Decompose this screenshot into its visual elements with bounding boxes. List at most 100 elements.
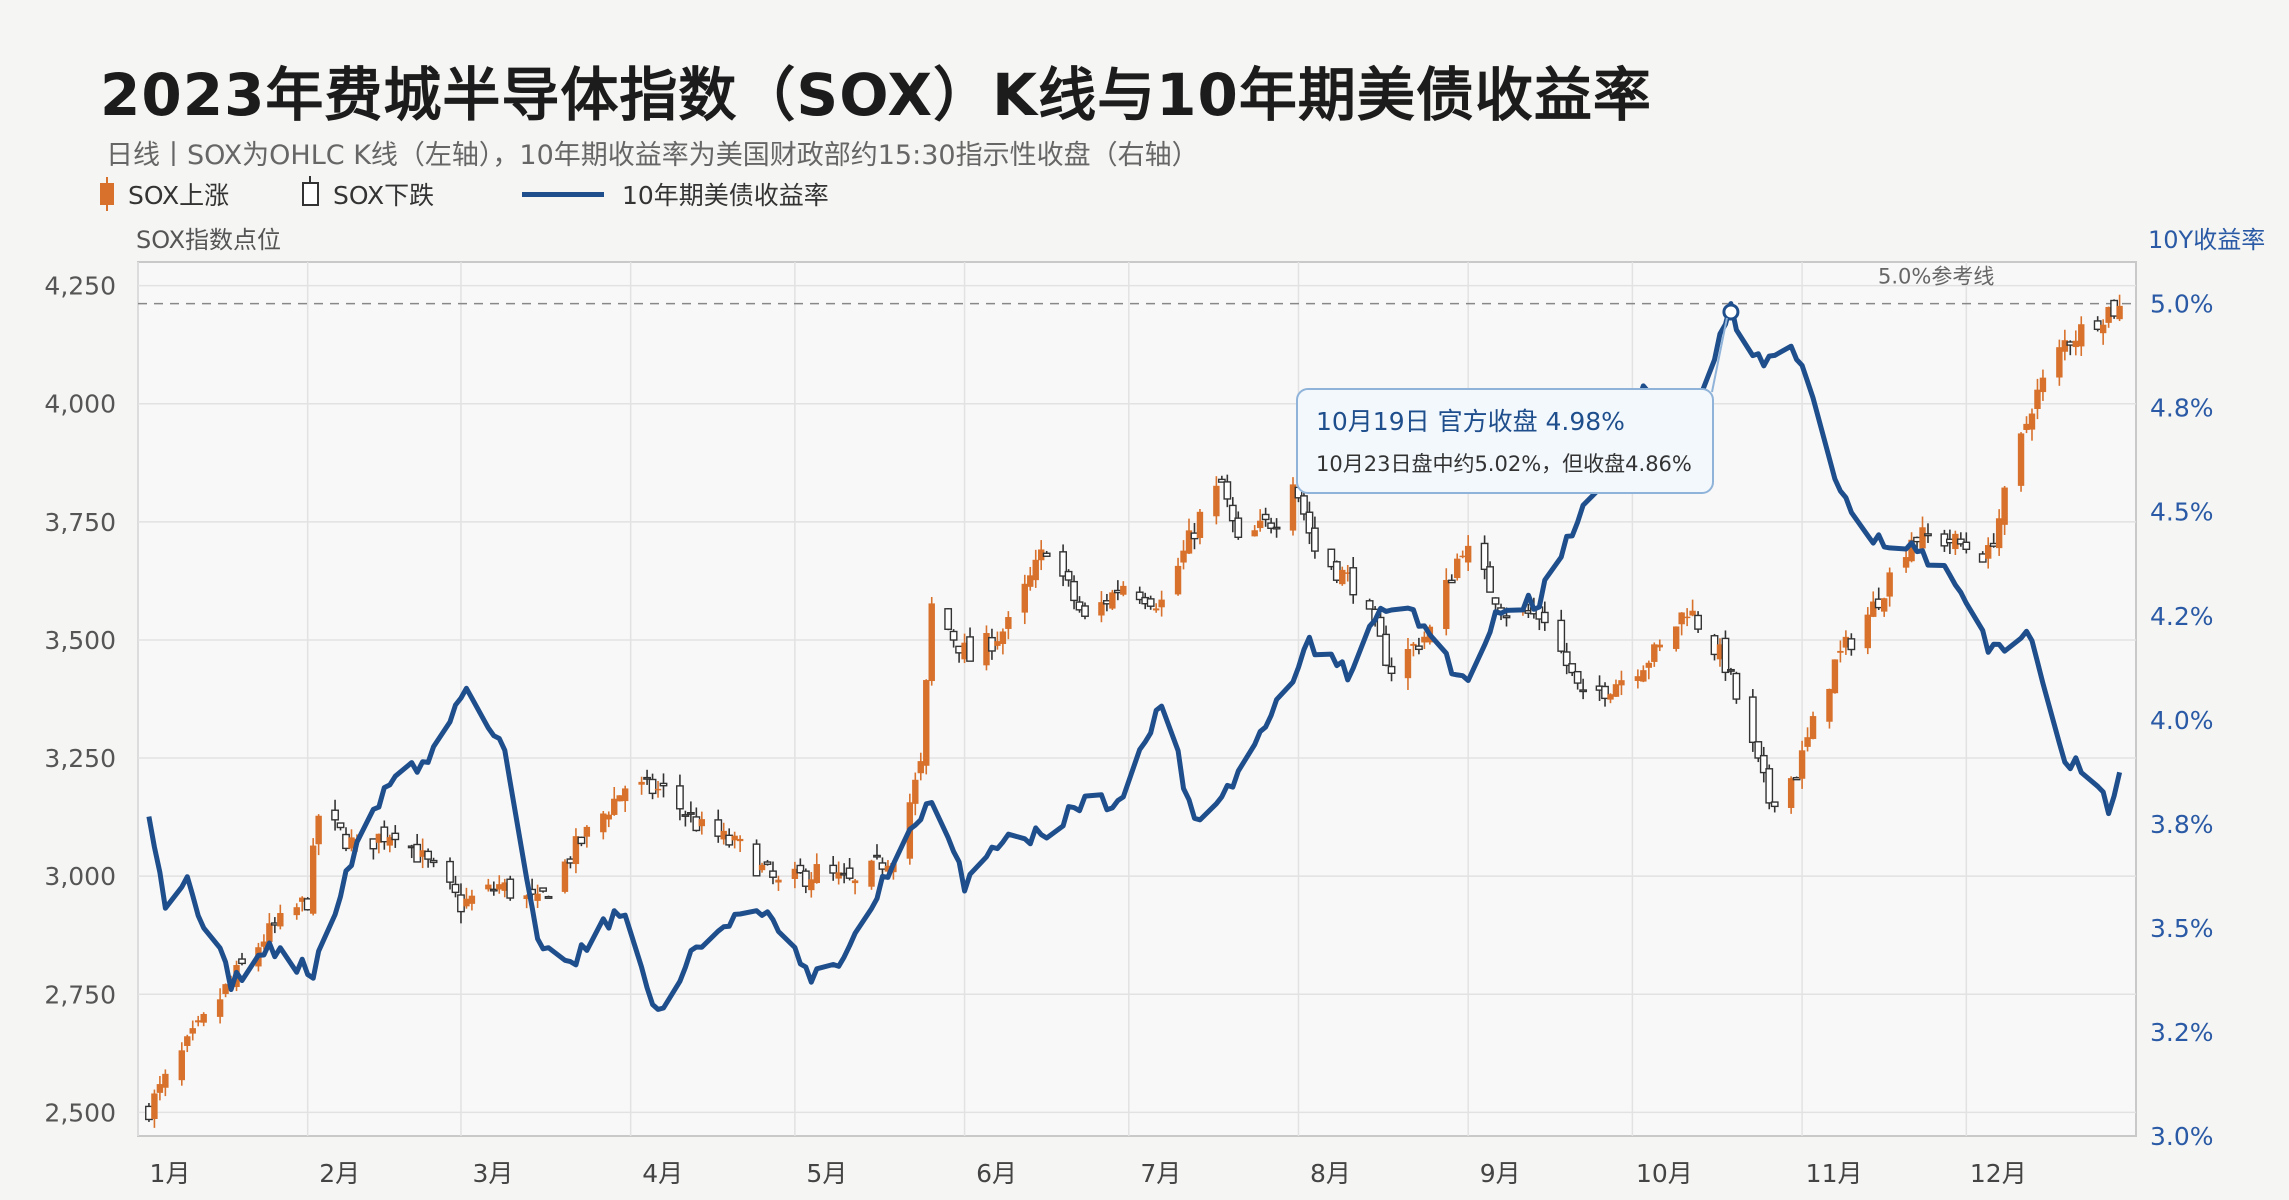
candle-down [1562, 642, 1571, 675]
candle-down [1956, 532, 1965, 547]
candle-body [1421, 636, 1428, 643]
candle-down [1234, 511, 1243, 540]
candle-body [796, 864, 805, 874]
candle-up [961, 633, 968, 664]
x-tick-label: 10月 [1636, 1159, 1693, 1188]
candle-body [1135, 591, 1144, 601]
candle-up [1251, 525, 1258, 537]
plot-area [137, 261, 2137, 1137]
candle-body [544, 895, 553, 899]
candle-down [1135, 586, 1144, 604]
candle-down [1042, 550, 1051, 557]
candle-up [2061, 329, 2069, 361]
candle-up [1174, 557, 1182, 596]
candle-body [1579, 689, 1588, 693]
candle-up [1716, 638, 1724, 667]
candle-up [156, 1075, 164, 1101]
left-tick-label: 2,750 [44, 980, 116, 1009]
candle-down [681, 810, 690, 827]
candle-up [698, 811, 706, 835]
candle-body [1678, 612, 1685, 625]
candle-up [1404, 638, 1412, 690]
candle-up [791, 861, 799, 889]
candle-body [413, 843, 422, 863]
candle-down [145, 1102, 153, 1122]
candle-body [1464, 545, 1472, 563]
candle-down [714, 809, 723, 843]
candle-up [1459, 550, 1466, 559]
candle-down [544, 895, 553, 899]
candle-up [189, 1020, 196, 1041]
candle-down [643, 769, 651, 785]
candle-body [216, 999, 224, 1017]
candle-body [1945, 538, 1954, 544]
candle-body [1656, 644, 1663, 648]
candle-down [1748, 689, 1757, 752]
x-tick-label: 6月 [976, 1159, 1017, 1188]
candle-down [763, 859, 772, 866]
legend: SOX上涨 SOX下跌 10年期美债收益率 [96, 176, 996, 216]
legend-item-yield: 10年期美债收益率 [522, 176, 829, 212]
candle-up [638, 776, 645, 795]
candle-up [1098, 591, 1105, 623]
candle-body [1612, 684, 1620, 697]
candle-down [1305, 501, 1314, 545]
candle-body [1305, 511, 1314, 534]
candle-body [299, 897, 306, 902]
candle-up [1344, 565, 1351, 582]
candle-body [720, 830, 727, 840]
candle-body [638, 781, 645, 785]
candle-body [1607, 694, 1614, 700]
candle-body [1502, 615, 1511, 619]
candle-body [1042, 552, 1051, 557]
candle-body [1070, 580, 1078, 602]
candle-down [1727, 667, 1735, 675]
candle-body [2066, 341, 2075, 346]
candle-body [1146, 598, 1155, 607]
candle-body [1234, 517, 1243, 538]
candle-body [1158, 599, 1165, 608]
candle-down [1070, 575, 1078, 610]
chart-subtitle: 日线丨SOX为OHLC K线（左轴），10年期收益率为美国财政部约15:30指示… [106, 140, 1199, 171]
candle-body [1651, 644, 1658, 662]
candle-body [309, 845, 317, 914]
candle-up [1831, 659, 1839, 694]
candle-body [2056, 347, 2063, 378]
candle-body [195, 1020, 202, 1023]
left-tick-label: 2,500 [44, 1098, 116, 1127]
candle-down [303, 897, 312, 911]
candle-up [923, 679, 930, 775]
candle-body [566, 858, 575, 864]
candle-body [270, 922, 279, 926]
candle-up [293, 903, 300, 920]
candle-down [966, 627, 974, 662]
candle-down [1962, 532, 1971, 554]
candle-body [1847, 638, 1856, 651]
candle-up [928, 596, 935, 686]
candle-body [1344, 572, 1351, 574]
candle-body [293, 907, 300, 916]
candle-down [1349, 557, 1358, 604]
candle-body [884, 865, 892, 872]
candle-body [1645, 662, 1653, 668]
candle-body [1102, 600, 1111, 605]
candle-body [681, 814, 690, 817]
candle-up [1804, 727, 1811, 752]
candle-up [572, 828, 580, 874]
candle-up [1826, 688, 1833, 729]
right-tick-label: 4.5% [2150, 498, 2214, 527]
candle-up [1410, 642, 1417, 657]
candle-body [342, 833, 350, 850]
candle-up [605, 811, 612, 828]
candle-down [1557, 609, 1566, 654]
candle-body [1491, 597, 1500, 605]
x-tick-label: 11月 [1806, 1159, 1863, 1188]
candle-body [1038, 549, 1045, 561]
annotation-detail: 10月23日盘中约5.02%，但收盘4.86% [1316, 452, 1692, 476]
candle-up [1464, 535, 1472, 571]
candle-down [1792, 776, 1801, 781]
yield-peak-marker[interactable] [1722, 303, 1740, 321]
candle-down [369, 838, 378, 860]
candle-up [561, 859, 569, 894]
